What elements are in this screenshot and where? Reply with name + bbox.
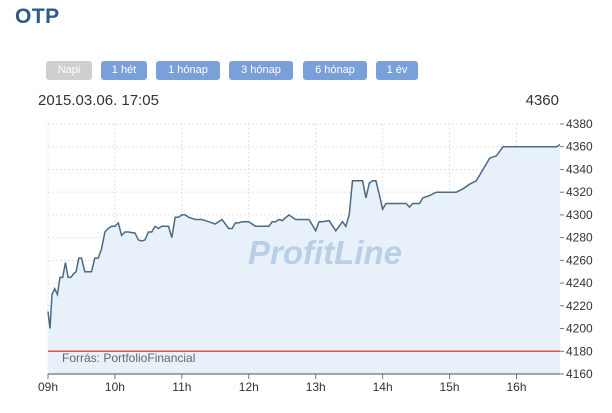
y-tick-label: 4340 [566,162,593,176]
y-tick-label: 4220 [566,299,593,313]
tab-1-month[interactable]: 1 hónap [156,61,220,80]
x-tick-label: 16h [506,380,526,394]
y-tick-label: 4200 [566,322,593,336]
price-line [47,143,561,329]
y-tick-label: 4160 [566,367,593,381]
tab-1-week[interactable]: 1 hét [101,61,147,80]
y-tick-label: 4380 [566,117,593,131]
tab-3-months[interactable]: 3 hónap [229,61,293,80]
y-tick-label: 4280 [566,231,593,245]
x-tick-label: 11h [172,380,191,394]
watermark-logo: ProfitLine [248,234,402,271]
source-label: Forrás: PortfolioFinancial [62,351,195,365]
y-tick-label: 4300 [566,208,593,222]
x-tick-label: 14h [373,380,393,394]
y-tick-label: 4360 [566,140,593,154]
x-tick-label: 12h [239,380,259,394]
y-tick-label: 4260 [566,253,593,267]
x-tick-label: 09h [38,380,58,394]
quote-datetime: 2015.03.06. 17:05 [38,92,159,109]
tab-daily[interactable]: Napi [46,61,92,80]
last-price: 4360 [525,92,559,109]
tab-1-year[interactable]: 1 év [376,61,418,80]
y-axis: 4160 4180 4200 4220 4240 4260 4280 4300 4320 4340… [560,117,593,381]
x-tick-label: 15h [440,380,460,394]
x-tick-label: 13h [306,380,326,394]
y-tick-label: 4320 [566,185,593,199]
x-tick-label: 10h [105,380,125,394]
price-area [48,144,560,374]
y-tick-label: 4180 [566,344,593,358]
tab-6-months[interactable]: 6 hónap [303,61,367,80]
y-tick-label: 4240 [566,276,593,290]
page-title: OTP [15,5,60,28]
x-axis: 09h 10h 11h 12h 13h 14h 15h 16h [38,374,527,394]
